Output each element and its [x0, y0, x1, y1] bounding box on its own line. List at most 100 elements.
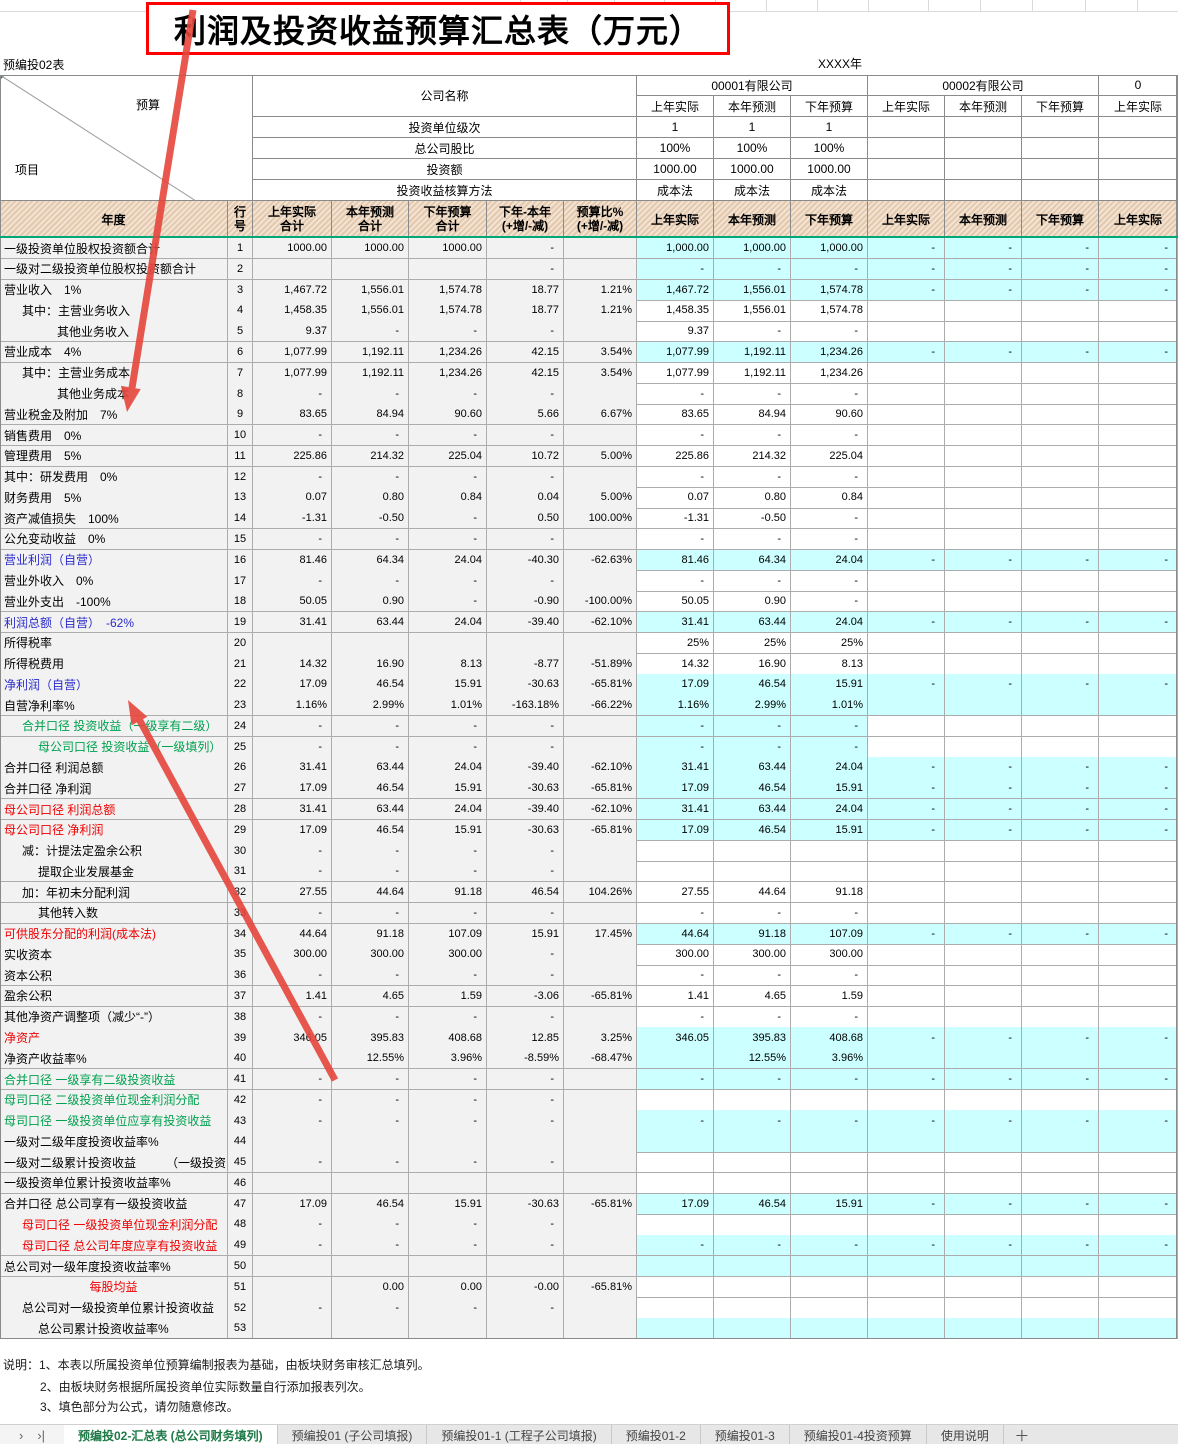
company-value-cell[interactable]: -	[868, 1193, 945, 1215]
sum-value-cell[interactable]	[253, 1276, 332, 1298]
row-label-cell[interactable]: 所得税费用	[0, 653, 228, 675]
info-value-cell[interactable]: 100%	[637, 138, 714, 159]
company-value-cell[interactable]	[868, 528, 945, 551]
company-value-cell[interactable]: 15.91	[791, 1193, 868, 1215]
company-value-cell[interactable]: 1,458.35	[637, 300, 714, 322]
company-value-cell[interactable]	[637, 1214, 714, 1236]
row-label-cell[interactable]: 母公司口径 净利润	[0, 819, 228, 841]
company-value-cell[interactable]: -	[945, 279, 1022, 301]
company-value-cell[interactable]: 346.05	[637, 1027, 714, 1049]
company-value-cell[interactable]: 1.16%	[637, 695, 714, 717]
company-value-cell[interactable]: -	[637, 424, 714, 447]
sum-value-cell[interactable]: -62.10%	[564, 611, 637, 634]
sum-value-cell[interactable]: -	[332, 736, 409, 758]
company-value-cell[interactable]: -	[1099, 757, 1178, 779]
info-value-cell[interactable]: 成本法	[714, 180, 791, 201]
company-value-cell[interactable]	[945, 1006, 1022, 1028]
row-label-cell[interactable]: 其他净资产调整项（减少“-”）	[0, 1006, 228, 1028]
sum-value-cell[interactable]: -	[253, 1110, 332, 1132]
sum-value-cell[interactable]: 18.77	[487, 279, 564, 301]
company-value-cell[interactable]: 3.96%	[791, 1048, 868, 1070]
company-value-cell[interactable]: 25%	[714, 632, 791, 654]
sum-value-cell[interactable]: 15.91	[409, 1193, 487, 1215]
company-value-cell[interactable]	[791, 1255, 868, 1278]
sum-value-cell[interactable]: -	[409, 1235, 487, 1257]
row-number-cell[interactable]: 53	[228, 1318, 253, 1340]
company-value-cell[interactable]: 46.54	[714, 778, 791, 800]
company-value-cell[interactable]	[1099, 881, 1178, 904]
sum-value-cell[interactable]: -30.63	[487, 1193, 564, 1215]
row-label-cell[interactable]: 一级投资单位股权投资额合计	[0, 238, 228, 260]
company-value-cell[interactable]	[945, 715, 1022, 738]
info-value-cell[interactable]	[1099, 138, 1178, 159]
company-value-cell[interactable]	[1022, 321, 1099, 343]
row-number-cell[interactable]: 50	[228, 1255, 253, 1278]
sum-value-cell[interactable]: 0.80	[332, 487, 409, 509]
sum-value-cell[interactable]: 1,234.26	[409, 362, 487, 384]
sum-value-cell[interactable]: -	[253, 1297, 332, 1319]
company-value-cell[interactable]: -	[1099, 611, 1178, 634]
sum-value-cell[interactable]: 1,458.35	[253, 300, 332, 322]
company-value-cell[interactable]: -	[714, 424, 791, 447]
sum-value-cell[interactable]: 0.84	[409, 487, 487, 509]
sum-value-cell[interactable]	[564, 528, 637, 551]
company-value-cell[interactable]: -	[714, 528, 791, 551]
company-value-cell[interactable]: -	[714, 1068, 791, 1091]
row-label-cell[interactable]: 每股均益	[0, 1276, 228, 1298]
company-value-cell[interactable]: -	[1099, 1068, 1178, 1091]
company-value-cell[interactable]	[1022, 1214, 1099, 1236]
company-value-cell[interactable]: -	[868, 674, 945, 696]
row-label-cell[interactable]: 总公司对一级投资单位累计投资收益	[0, 1297, 228, 1319]
sum-value-cell[interactable]: -	[409, 321, 487, 343]
row-number-cell[interactable]: 3	[228, 279, 253, 301]
sum-value-cell[interactable]: 14.32	[253, 653, 332, 675]
company-value-cell[interactable]: -	[1022, 674, 1099, 696]
company-value-cell[interactable]	[1099, 570, 1178, 592]
company-value-cell[interactable]: 1,467.72	[637, 279, 714, 301]
company-value-cell[interactable]	[945, 591, 1022, 613]
company-value-cell[interactable]	[791, 1276, 868, 1298]
company-value-cell[interactable]	[1099, 528, 1178, 551]
company-value-cell[interactable]	[945, 528, 1022, 551]
row-label-cell[interactable]: 母司口径 总公司年度应享有投资收益	[0, 1235, 228, 1257]
company-value-cell[interactable]: -	[945, 1068, 1022, 1091]
header-corner-cell[interactable]: 预算 项目	[0, 75, 253, 201]
sum-value-cell[interactable]: -	[409, 424, 487, 447]
company-value-cell[interactable]	[1099, 487, 1178, 509]
sum-value-cell[interactable]: -	[487, 383, 564, 405]
company-value-cell[interactable]	[868, 695, 945, 717]
sum-value-cell[interactable]: -65.81%	[564, 1276, 637, 1298]
row-label-cell[interactable]: 总公司累计投资收益率%	[0, 1318, 228, 1340]
sum-value-cell[interactable]: -68.47%	[564, 1048, 637, 1070]
row-label-cell[interactable]: 一级对二级投资单位股权投资额合计	[0, 258, 228, 281]
company-value-cell[interactable]: 25%	[791, 632, 868, 654]
company-value-cell[interactable]	[945, 508, 1022, 530]
company-value-cell[interactable]	[714, 1152, 791, 1174]
sum-value-cell[interactable]	[564, 424, 637, 447]
company-value-cell[interactable]: -	[945, 238, 1022, 260]
company-value-cell[interactable]	[1099, 1276, 1178, 1298]
sum-value-cell[interactable]: -	[487, 238, 564, 260]
sum-value-cell[interactable]: -	[487, 1214, 564, 1236]
company-value-cell[interactable]: -	[791, 570, 868, 592]
row-label-cell[interactable]: 可供股东分配的利润(成本法)	[0, 923, 228, 945]
company-value-cell[interactable]: -	[637, 1110, 714, 1132]
sum-value-cell[interactable]: 107.09	[409, 923, 487, 945]
sum-value-cell[interactable]	[564, 715, 637, 738]
info-row-label[interactable]: 投资额	[253, 159, 637, 180]
company-value-cell[interactable]	[1022, 424, 1099, 447]
company-value-cell[interactable]	[1099, 1318, 1178, 1340]
company-name-header[interactable]: 00002有限公司	[868, 75, 1099, 96]
sum-value-cell[interactable]: 8.13	[409, 653, 487, 675]
company-value-cell[interactable]	[1022, 695, 1099, 717]
sum-value-cell[interactable]: -	[409, 383, 487, 405]
company-value-cell[interactable]: 84.94	[714, 404, 791, 426]
info-value-cell[interactable]	[945, 117, 1022, 138]
sum-value-cell[interactable]: -3.06	[487, 985, 564, 1008]
company-value-cell[interactable]: 17.09	[637, 1193, 714, 1215]
sum-value-cell[interactable]: -	[409, 1214, 487, 1236]
company-value-cell[interactable]: -	[637, 1006, 714, 1028]
company-value-cell[interactable]	[1099, 424, 1178, 447]
company-value-cell[interactable]: -	[1099, 258, 1178, 281]
company-value-cell[interactable]: -	[791, 736, 868, 758]
